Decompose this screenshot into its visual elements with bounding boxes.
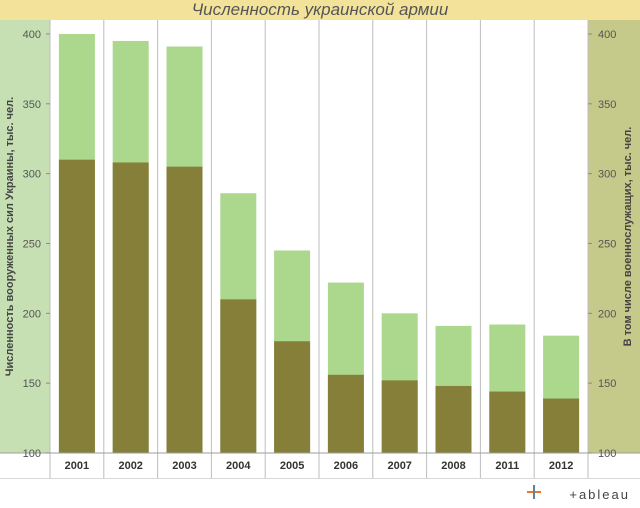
left-y-tick-label: 350 [23,99,41,111]
x-tick-label: 2002 [118,460,142,472]
left-y-tick-label: 300 [23,169,41,181]
x-tick-label: 2001 [65,460,89,472]
category-dividers [49,20,589,478]
x-tick-label: 2007 [387,460,411,472]
title-bar [0,0,640,20]
bar-personnel-2005[interactable] [274,341,311,453]
tableau-logo-icon[interactable] [526,484,542,500]
left-y-tick-label: 200 [23,308,41,320]
left-y-tick-label: 400 [23,29,41,41]
x-tick-label: 2012 [549,460,573,472]
bar-personnel-2007[interactable] [381,380,418,453]
x-tick-label: 2011 [495,460,519,472]
right-y-tick-label: 100 [598,448,616,460]
right-y-tick-label: 400 [598,29,616,41]
x-tick-label: 2006 [334,460,358,472]
brand-text[interactable]: +ableau [569,487,630,502]
right-y-tick-label: 300 [598,169,616,181]
x-tick-label: 2003 [172,460,196,472]
left-axis-panel [0,20,50,453]
axes-layer: 2001 2002 2003 2004 2005 2006 2007 2008 2011 2012… [0,29,640,472]
bar-personnel-2006[interactable] [327,374,364,453]
right-y-tick-label: 150 [598,378,616,390]
left-y-tick-label: 150 [23,378,41,390]
right-y-tick-label: 200 [598,308,616,320]
bar-personnel-2004[interactable] [220,299,257,453]
left-axis-label: Численность вооруженных сил Украины, тыс… [4,97,16,376]
bar-personnel-2008[interactable] [435,385,472,453]
right-y-tick-label: 250 [598,238,616,250]
footer-strip [0,478,640,508]
bar-personnel-2001[interactable] [58,159,95,453]
left-y-tick-label: 100 [23,448,41,460]
bar-personnel-2003[interactable] [166,166,203,453]
right-y-tick-label: 350 [598,99,616,111]
bar-chart: 2001 2002 2003 2004 2005 2006 2007 2008 2011 2012… [0,20,640,478]
x-tick-label: 2005 [280,460,304,472]
left-y-tick-label: 250 [23,238,41,250]
bar-personnel-2002[interactable] [112,162,149,454]
right-axis-panel [588,20,640,453]
bar-personnel-2011[interactable] [489,391,526,453]
chart-title: Численность украинской армии [191,0,449,19]
bars-layer [58,33,580,454]
right-axis-label: В том числе военнослужащих, тыс. чел. [622,127,634,347]
x-tick-label: 2004 [226,460,251,472]
x-tick-label: 2008 [441,460,465,472]
bar-personnel-2012[interactable] [543,398,580,453]
